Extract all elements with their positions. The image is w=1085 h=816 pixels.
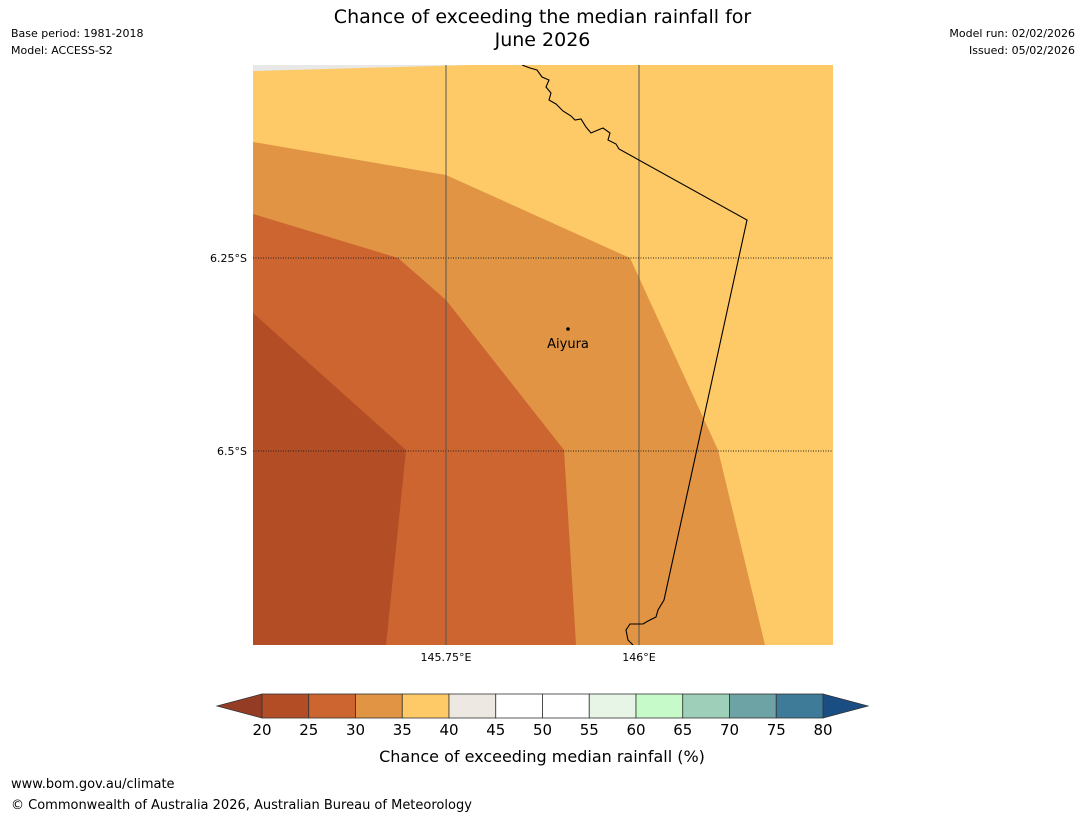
footer: www.bom.gov.au/climate © Commonwealth of… — [11, 774, 472, 816]
footer-url: www.bom.gov.au/climate — [11, 777, 175, 792]
lat-label-6-25: 6.25°S — [210, 252, 247, 265]
colorbar-tick-label: 50 — [533, 721, 552, 739]
map-title: Chance of exceeding the median rainfall … — [0, 6, 1085, 52]
aiyura-label: Aiyura — [547, 337, 589, 352]
colorbar-swatch-55 — [588, 693, 637, 719]
map-area — [253, 65, 833, 645]
footer-copyright: © Commonwealth of Australia 2026, Austra… — [11, 798, 472, 813]
model-name-text: Model: ACCESS-S2 — [11, 44, 113, 57]
colorbar-tick-label: 70 — [720, 721, 739, 739]
base-period-text: Base period: 1981-2018 — [11, 27, 144, 40]
zone-20-25 — [253, 313, 406, 645]
colorbar-tick-label: 60 — [626, 721, 645, 739]
no-data-strip — [253, 65, 470, 71]
colorbar-swatch-30 — [355, 693, 403, 719]
colorbar-tick-label: 75 — [767, 721, 786, 739]
colorbar-swatch-60 — [635, 693, 684, 719]
colorbar-group: 20 25 30 35 40 45 50 55 60 65 70 75 80 — [215, 693, 870, 739]
colorbar-tick-label: 30 — [346, 721, 365, 739]
colorbar-tick-label: 45 — [486, 721, 505, 739]
colorbar-tick-label: 20 — [252, 721, 271, 739]
title-line-1: Chance of exceeding the median rainfall … — [333, 6, 752, 28]
lat-label-6-5: 6.5°S — [217, 445, 247, 458]
issued-text: Issued: 05/02/2026 — [968, 44, 1075, 57]
colorbar-label: Chance of exceeding median rainfall (%) — [379, 747, 705, 766]
colorbar-swatch-50 — [542, 693, 590, 719]
colorbar-swatch-65 — [682, 693, 730, 719]
colorbar-swatch-20 — [261, 693, 310, 719]
lon-label-146: 146°E — [622, 651, 655, 664]
title-line-2: June 2026 — [494, 29, 591, 51]
colorbar-swatch-25 — [308, 693, 356, 719]
colorbar-swatch-75 — [775, 693, 824, 719]
lon-label-145-75: 145.75°E — [421, 651, 472, 664]
colorbar-tick-label: 55 — [580, 721, 599, 739]
colorbar-swatch-40 — [448, 693, 497, 719]
colorbar-tick-label: 65 — [673, 721, 692, 739]
aiyura-marker — [566, 327, 570, 331]
run-info: Model run: 02/02/2026 Issued: 05/02/2026 — [949, 25, 1075, 59]
colorbar-tick-label: 40 — [439, 721, 458, 739]
colorbar-swatch-70 — [729, 693, 777, 719]
model-run-text: Model run: 02/02/2026 — [949, 27, 1075, 40]
colorbar-tick-label: 80 — [813, 721, 832, 739]
colorbar-swatch-35 — [401, 693, 450, 719]
colorbar-tick-label: 35 — [393, 721, 412, 739]
colorbar-over-arrow — [822, 693, 870, 719]
colorbar-swatch-45 — [495, 693, 543, 719]
model-info: Base period: 1981-2018 Model: ACCESS-S2 — [11, 25, 143, 59]
colorbar-tick-label: 25 — [299, 721, 318, 739]
colorbar-under-arrow — [215, 693, 263, 719]
border-line — [521, 65, 748, 645]
forecast-map: Aiyura 6.25°S 6.5°S 145.75°E 146°E — [210, 65, 833, 664]
